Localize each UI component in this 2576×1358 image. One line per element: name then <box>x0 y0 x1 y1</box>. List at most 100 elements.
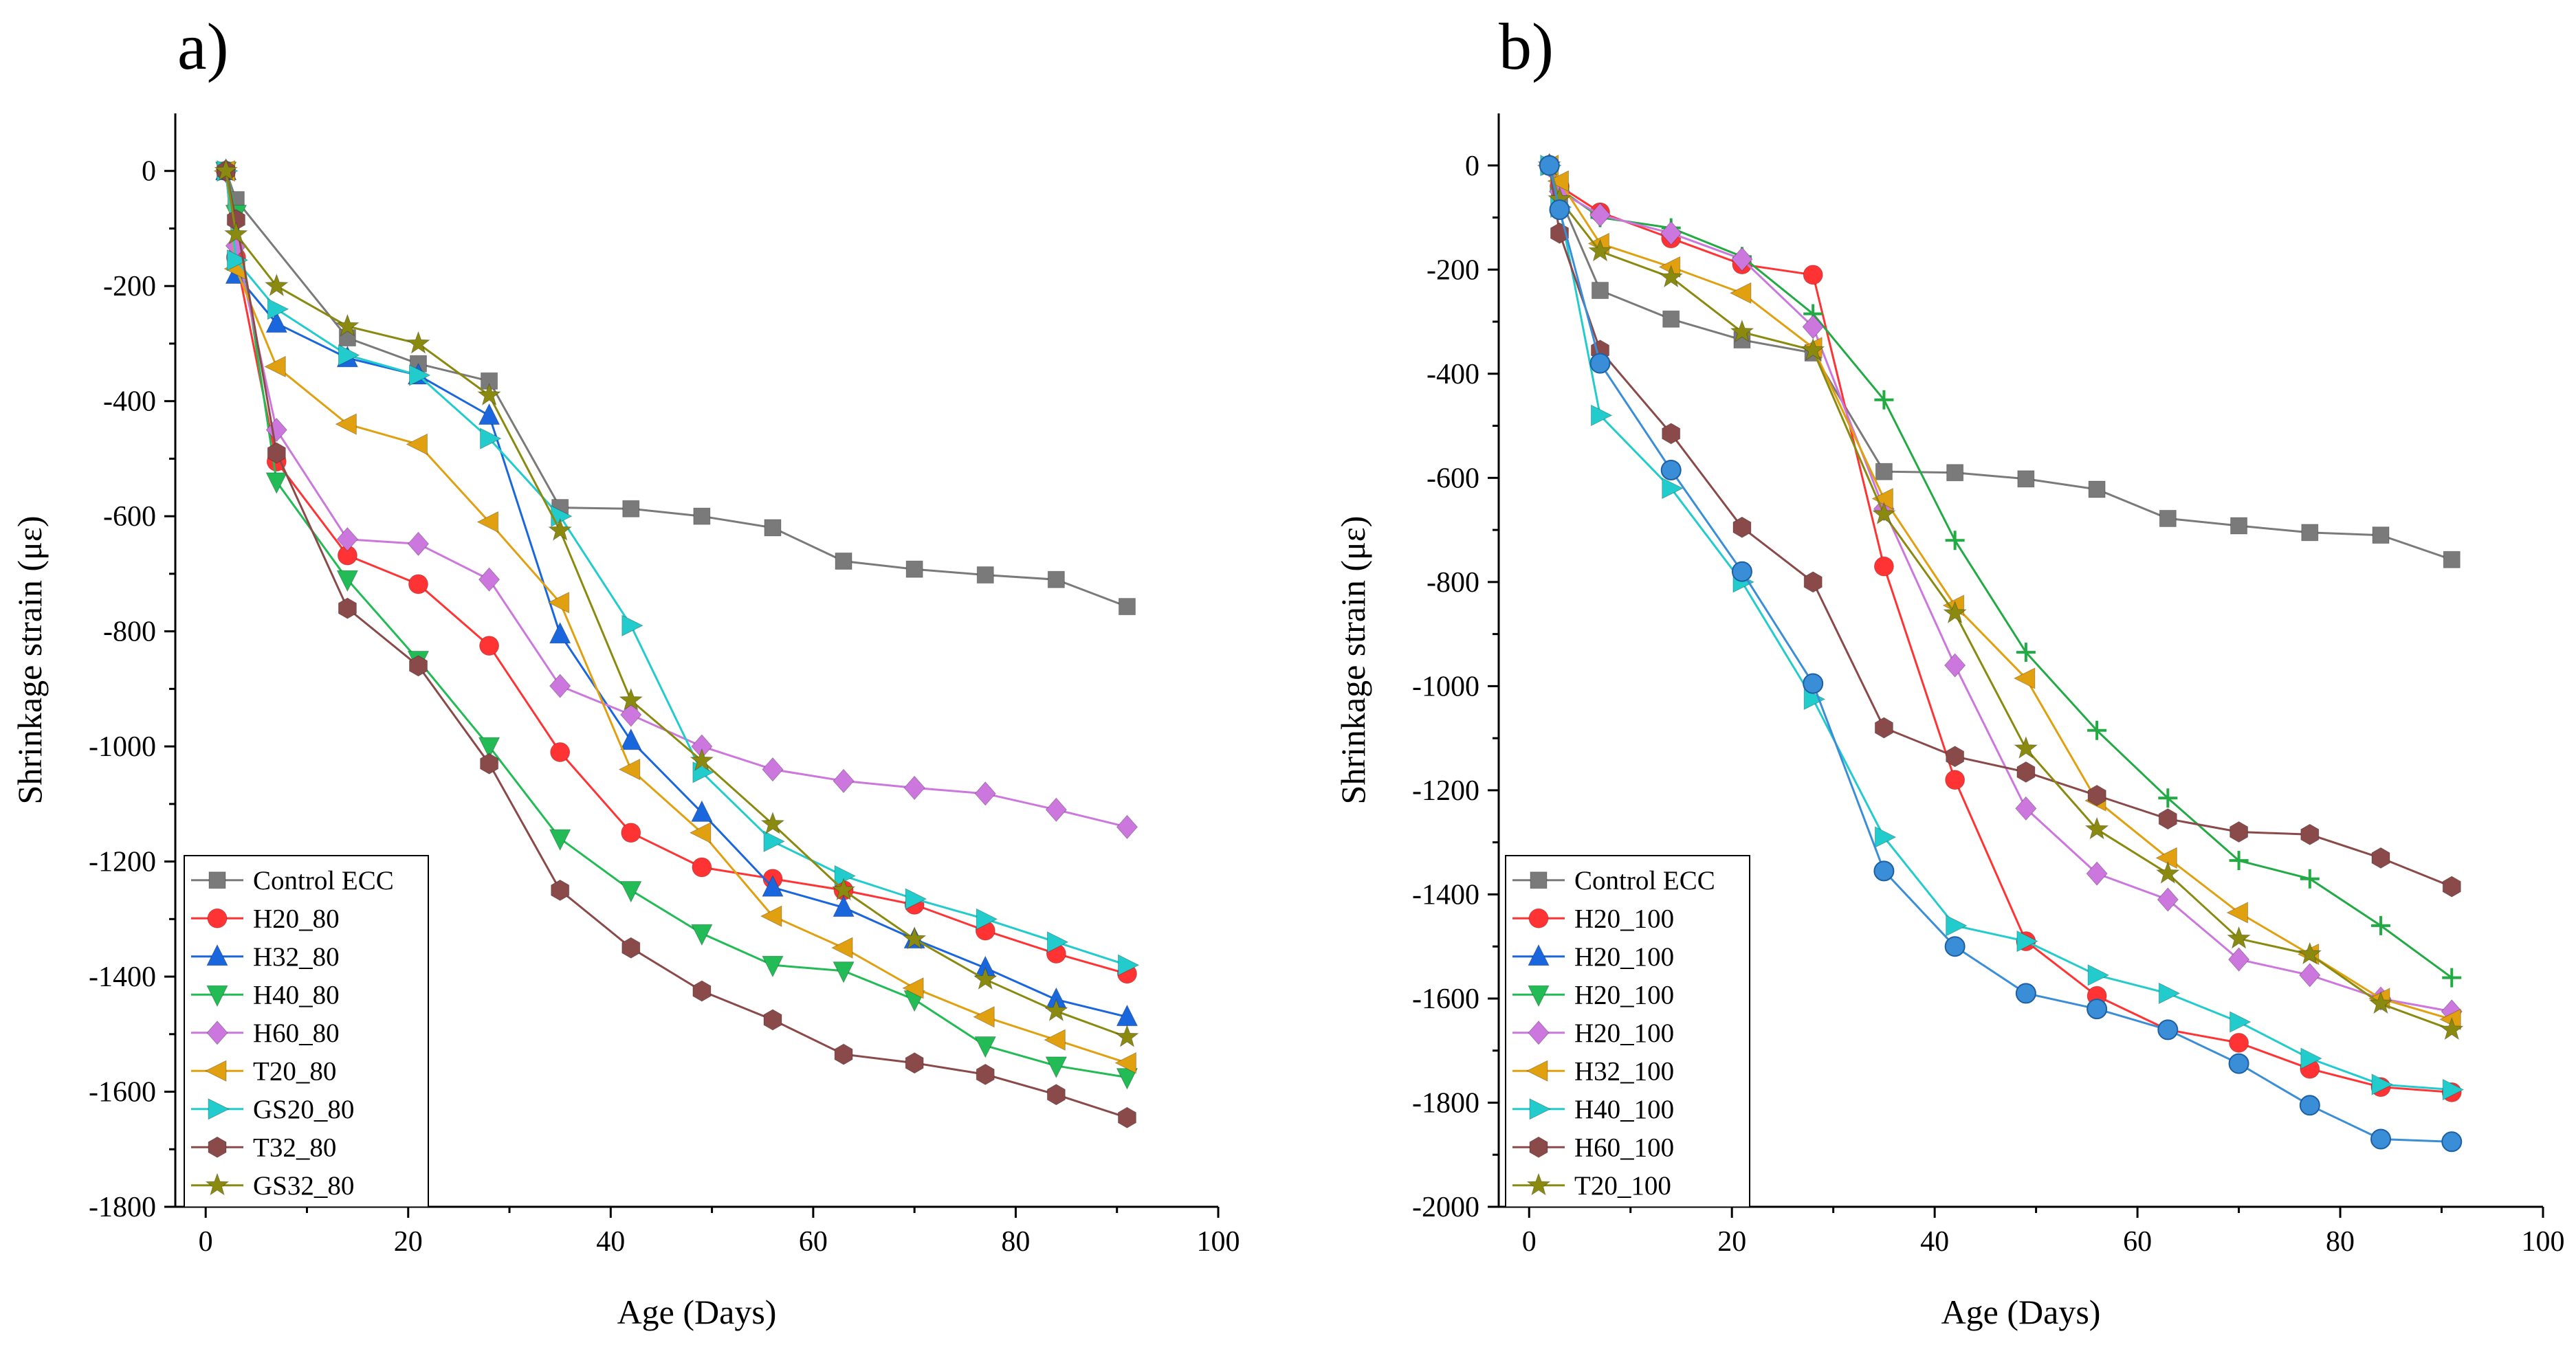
series-7 <box>217 160 1136 1128</box>
data-point <box>1118 598 1136 616</box>
data-point <box>2157 887 2179 912</box>
legend-label: T32_80 <box>253 1133 336 1162</box>
data-point <box>2298 942 2322 965</box>
data-point <box>1803 673 1824 694</box>
data-point <box>549 621 571 644</box>
data-point <box>478 567 500 592</box>
data-point <box>2300 823 2320 845</box>
y-tick-label: -1200 <box>1412 775 1479 807</box>
data-point <box>2155 860 2180 884</box>
legend-marker <box>207 908 228 928</box>
legend-marker <box>1526 1172 1551 1196</box>
x-axis-title: Age (Days) <box>617 1293 777 1331</box>
x-tick-label: 80 <box>2326 1226 2355 1258</box>
data-point <box>1801 337 1825 361</box>
data-point <box>2372 526 2390 544</box>
series-5 <box>1540 154 2465 1101</box>
data-point <box>2371 1073 2394 1095</box>
y-axis-title: Shrinkage strain (με) <box>1334 516 1372 805</box>
data-point <box>1046 1084 1066 1106</box>
y-tick-label: -1600 <box>89 1077 156 1109</box>
series-4 <box>214 158 1138 840</box>
data-point <box>1803 571 1823 593</box>
legend-marker <box>1528 908 1549 928</box>
data-point <box>2017 470 2035 488</box>
data-point <box>1945 770 1966 790</box>
x-tick-label: 20 <box>1717 1226 1746 1258</box>
data-point <box>2439 1016 2464 1040</box>
data-point <box>264 273 289 297</box>
data-point <box>2442 1078 2465 1101</box>
data-point <box>2443 550 2461 568</box>
data-point <box>903 775 925 801</box>
data-point <box>2441 1131 2463 1153</box>
data-point <box>1732 516 1752 538</box>
data-point <box>1946 464 1964 482</box>
data-point <box>1118 1106 1136 1128</box>
x-tick-label: 80 <box>1001 1226 1030 1258</box>
x-tick-label: 100 <box>2522 1226 2565 1258</box>
data-point <box>2368 991 2393 1014</box>
data-point <box>477 382 502 406</box>
legend: Control ECC H20_80 H32_80 H40_80 H60_80 T20_8… <box>184 855 429 1208</box>
data-point <box>1114 1024 1139 1047</box>
legend-marker <box>205 1172 230 1196</box>
data-point <box>479 636 500 656</box>
data-point <box>1660 459 1682 480</box>
data-point <box>2226 902 2249 924</box>
data-point <box>1946 915 1968 937</box>
series-2 <box>214 158 1138 1027</box>
data-point <box>2016 643 2036 663</box>
data-point <box>619 687 643 711</box>
data-point <box>762 757 784 782</box>
data-point <box>974 1036 997 1058</box>
data-point <box>834 865 857 887</box>
legend-marker <box>1526 1060 1548 1082</box>
series-line <box>1548 165 2452 561</box>
y-tick-label: -800 <box>103 616 156 648</box>
data-point <box>1116 814 1138 840</box>
data-point <box>1945 531 1965 550</box>
series-line <box>225 170 1127 608</box>
data-point <box>2157 1019 2179 1040</box>
data-point <box>2300 1047 2322 1069</box>
y-tick-label: -600 <box>103 501 156 533</box>
data-point <box>762 875 784 897</box>
y-tick-label: -400 <box>1427 359 1479 390</box>
data-point <box>690 748 714 771</box>
x-tick-label: 40 <box>1920 1226 1949 1258</box>
data-point <box>408 574 428 594</box>
data-point <box>973 966 998 990</box>
y-tick-label: 0 <box>142 156 156 188</box>
data-point <box>2015 983 2036 1004</box>
data-point <box>905 560 923 578</box>
y-tick-label: -200 <box>103 271 156 302</box>
data-point <box>1944 653 1966 678</box>
data-point <box>691 924 713 946</box>
legend-label: T20_80 <box>253 1056 336 1086</box>
legend-label: H40_80 <box>253 980 340 1010</box>
data-point <box>1731 247 1753 271</box>
data-point <box>547 591 570 614</box>
data-point <box>2229 851 2249 871</box>
legend-label: H60_100 <box>1574 1133 1674 1162</box>
data-point <box>264 355 286 378</box>
data-point <box>830 937 853 959</box>
data-point <box>689 821 712 844</box>
y-tick-label: -200 <box>1427 254 1479 286</box>
data-point <box>2230 1011 2252 1033</box>
data-point <box>976 1063 995 1085</box>
data-point <box>226 249 249 271</box>
data-point <box>548 517 573 541</box>
data-point <box>265 472 288 495</box>
y-tick-label: -1000 <box>1412 671 1479 702</box>
legend-label: T20_100 <box>1574 1171 1671 1201</box>
y-tick-label: -1800 <box>1412 1087 1479 1119</box>
data-point <box>1660 221 1682 246</box>
data-point <box>693 507 711 525</box>
y-tick-label: -1800 <box>89 1192 156 1223</box>
data-point <box>1045 1056 1068 1078</box>
data-point <box>1871 487 1893 510</box>
data-point <box>621 937 641 959</box>
series-8 <box>1539 155 2463 1153</box>
